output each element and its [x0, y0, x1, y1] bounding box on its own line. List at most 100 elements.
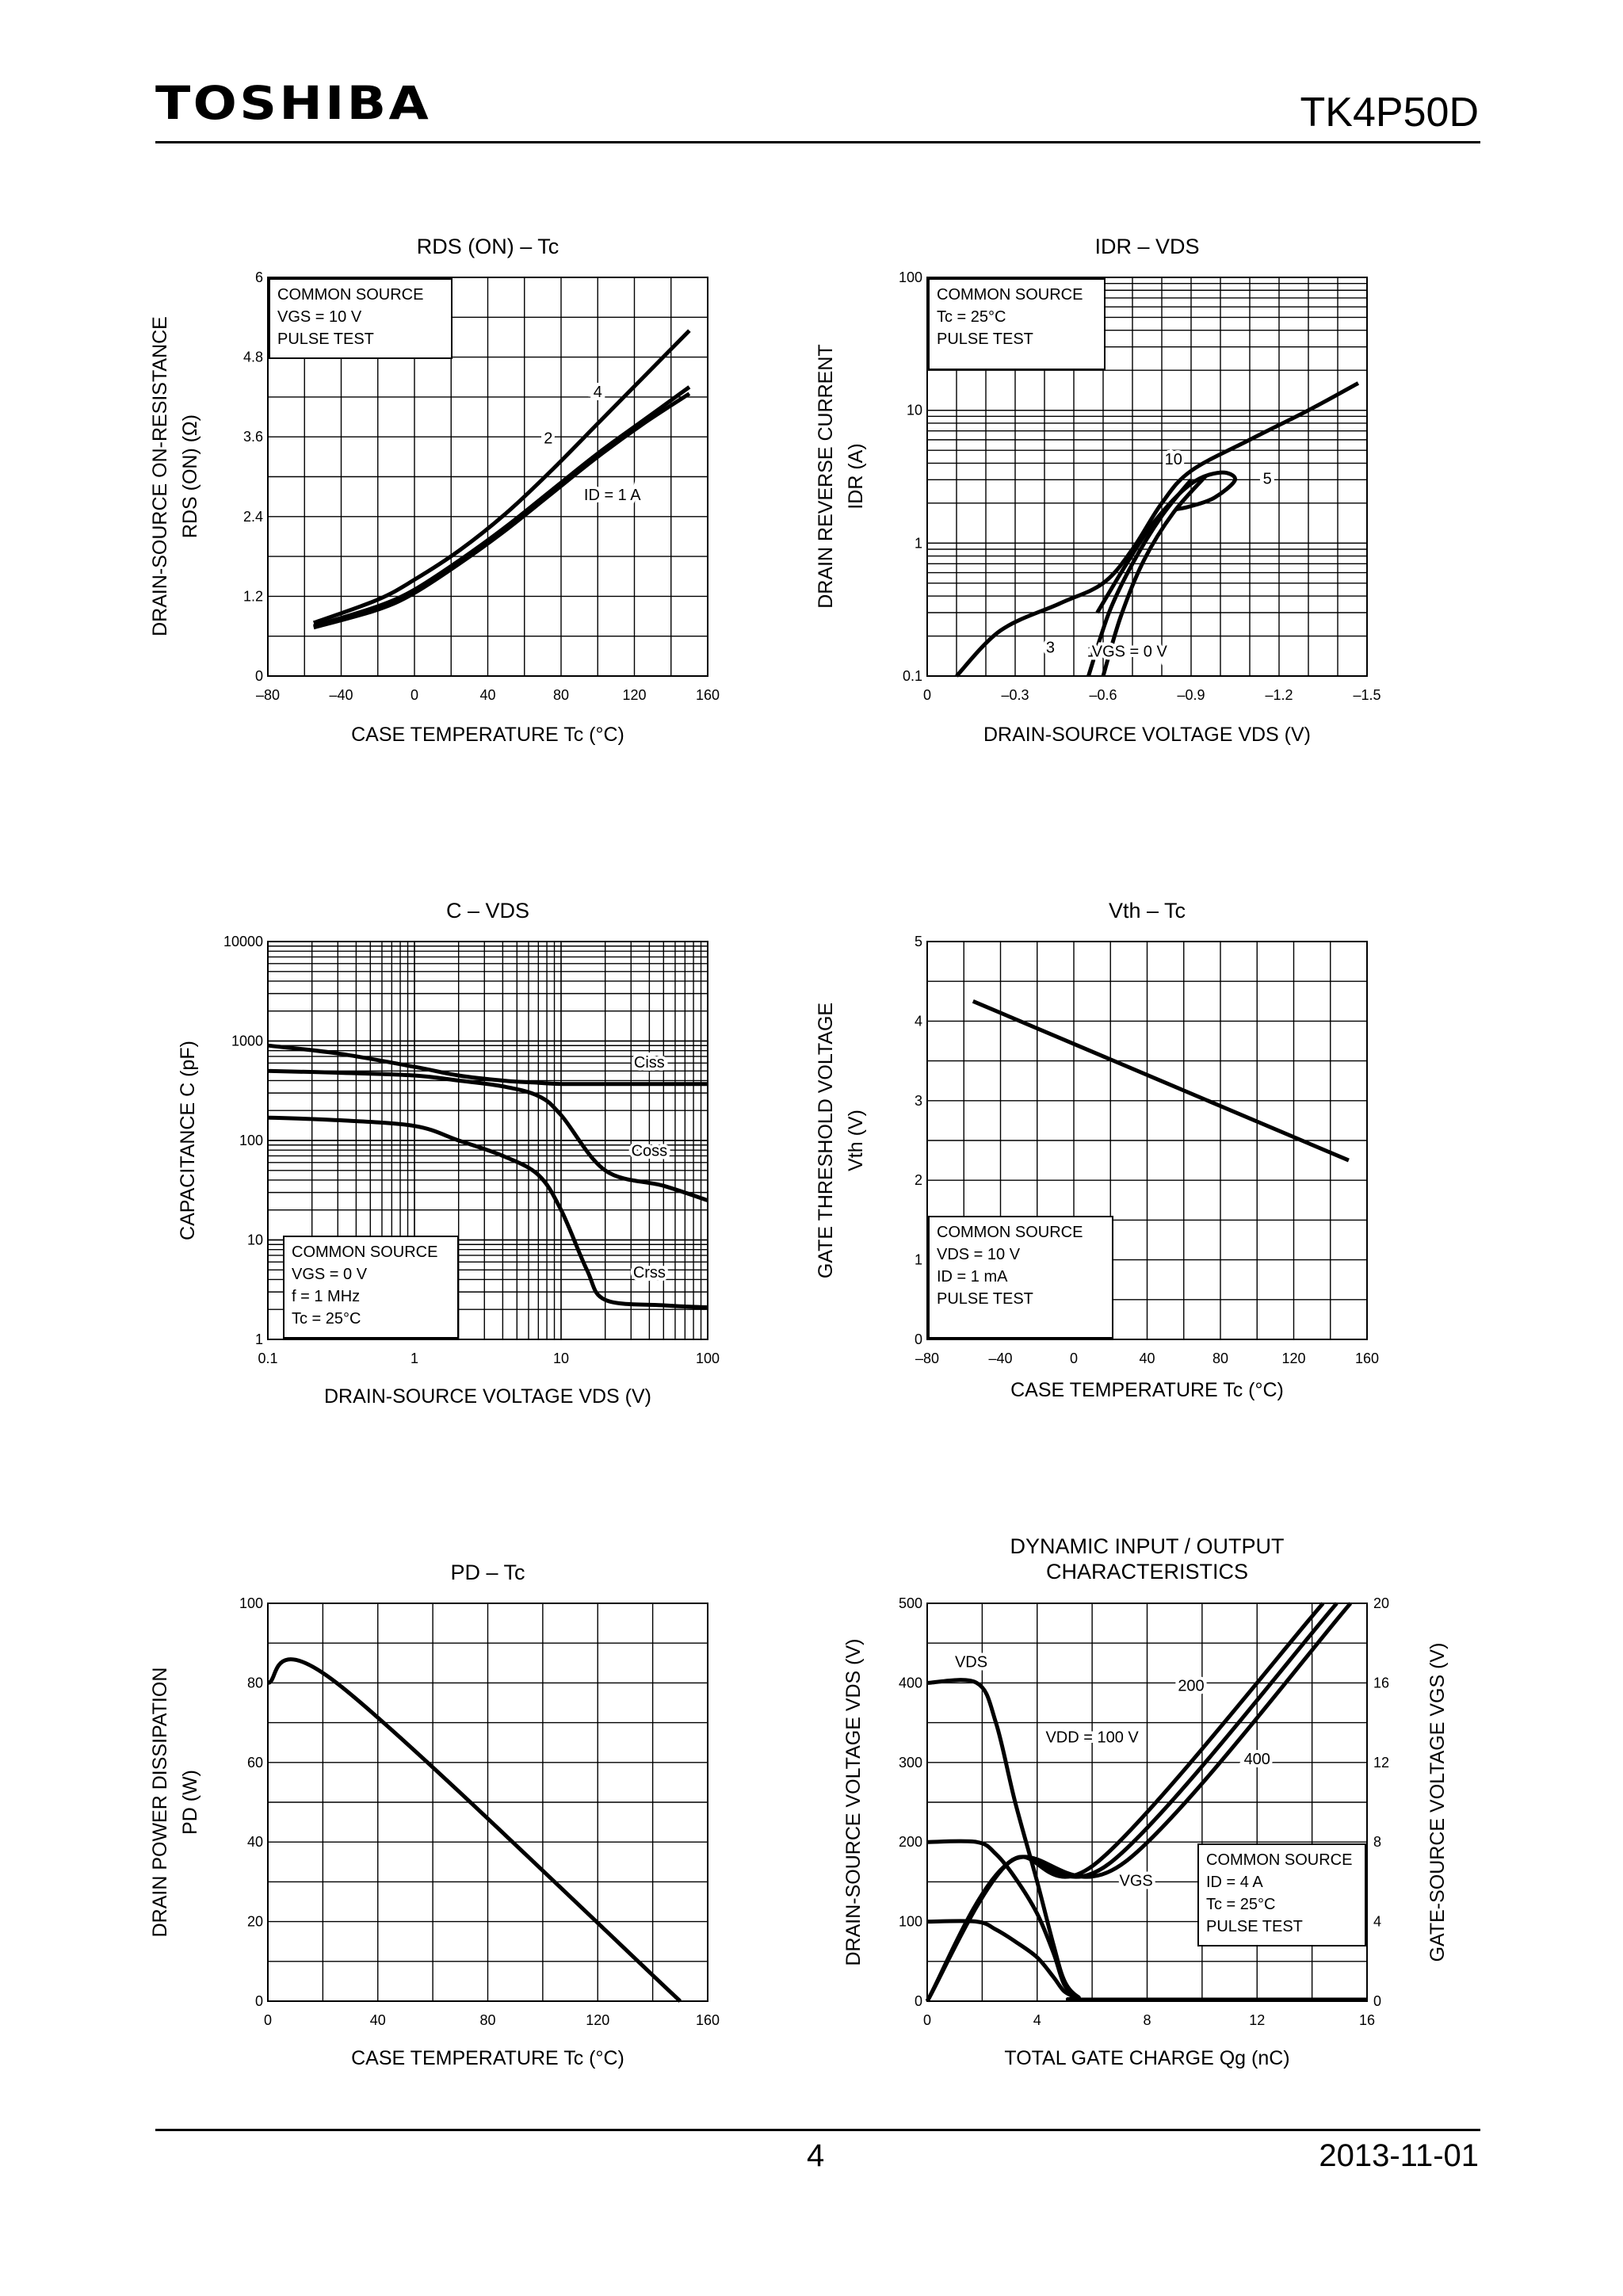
c-vds-x-tick-label: 100 — [696, 1350, 720, 1366]
pd-tc-chart: 0 40 80 120 160 0 20 40 60 80 100 PD – Tc CASE TEMPE… — [149, 1561, 720, 2069]
pd-tc-y-tick-label: 60 — [247, 1755, 263, 1771]
rds-tc-x-tick-label: 120 — [622, 687, 646, 703]
pd-tc-y-tick-label: 20 — [247, 1914, 263, 1930]
dynamic-y2-tick-label: 12 — [1373, 1755, 1389, 1771]
dynamic-series-line — [925, 1602, 1353, 2003]
rds-tc-y-tick-label: 1.2 — [243, 588, 263, 604]
dynamic-y-tick-label: 0 — [915, 1993, 922, 2009]
dynamic-x-tick-label: 8 — [1143, 2012, 1151, 2028]
part-number: TK4P50D — [1300, 90, 1479, 136]
rds-tc-chart: COMMON SOURCE VGS = 10 V PULSE TEST –80 –40 0… — [149, 235, 720, 746]
pd-tc-x-axis-label: CASE TEMPERATURE Tc (°C) — [351, 2047, 624, 2069]
vth-tc-y-tick-label: 4 — [915, 1013, 922, 1029]
dynamic-x-tick-label: 4 — [1033, 2012, 1041, 2028]
dynamic-annotation: 200 — [1178, 1677, 1204, 1694]
c-vds-annotation: Crss — [633, 1264, 666, 1282]
vth-tc-x-tick-label: 120 — [1281, 1350, 1305, 1366]
rds-tc-x-tick-label: –80 — [256, 687, 280, 703]
dynamic-y2-tick-label: 20 — [1373, 1595, 1389, 1611]
c-vds-y-tick-label: 10000 — [223, 934, 263, 949]
vth-tc-conditions-box — [928, 1216, 1113, 1339]
pd-tc-x-tick-label: 80 — [479, 2012, 495, 2028]
rds-tc-x-tick-label: 40 — [479, 687, 495, 703]
rds-tc-y-tick-label: 0 — [255, 668, 263, 684]
vth-tc-y-tick-label: 1 — [915, 1252, 922, 1268]
idr-vds-series-line — [1101, 474, 1208, 677]
vth-tc-y-tick-label: 2 — [915, 1172, 922, 1188]
idr-vds-annotation: 10 — [1165, 451, 1182, 468]
dynamic-y-tick-label: 200 — [899, 1834, 922, 1850]
pd-tc-x-tick-label: 40 — [370, 2012, 386, 2028]
c-vds-x-tick-label: 1 — [411, 1350, 418, 1366]
dynamic-y-axis-label: DRAIN-SOURCE VOLTAGE VDS (V) — [842, 1638, 865, 1966]
dynamic-title-line2: CHARACTERISTICS — [1046, 1560, 1248, 1584]
rds-tc-annotation: 2 — [544, 430, 552, 448]
vth-tc-title: Vth – Tc — [1109, 899, 1186, 923]
dynamic-x-tick-label: 0 — [923, 2012, 931, 2028]
rds-tc-plot-frame — [267, 277, 708, 677]
vth-tc-condition: ID = 1 mA — [937, 1268, 1008, 1286]
c-vds-series-line — [267, 1068, 708, 1202]
c-vds-y-tick-label: 100 — [239, 1133, 263, 1148]
idr-vds-x-tick-label: –1.5 — [1353, 687, 1381, 703]
pd-tc-y-tick-label: 0 — [255, 1993, 263, 2009]
c-vds-y-tick-label: 1 — [255, 1331, 263, 1347]
vth-tc-chart: COMMON SOURCE VDS = 10 V ID = 1 mA PULSE TE… — [815, 899, 1379, 1401]
vth-tc-x-tick-label: 80 — [1212, 1350, 1228, 1366]
dynamic-x-axis-label: TOTAL GATE CHARGE Qg (nC) — [1004, 2047, 1289, 2069]
idr-vds-condition: Tc = 25°C — [937, 308, 1006, 326]
idr-vds-y-tick-label: 0.1 — [903, 668, 922, 684]
dynamic-chart: COMMON SOURCE ID = 4 A Tc = 25°C PULSE TEST… — [842, 1534, 1449, 2069]
vth-tc-x-tick-label: –80 — [915, 1350, 939, 1366]
idr-vds-y-axis-label: DRAIN REVERSE CURRENT — [815, 344, 837, 608]
rds-tc-annotation: ID = 1 A — [584, 487, 641, 504]
dynamic-annotation: 400 — [1244, 1751, 1270, 1768]
brand-logo: TOSHIBA — [155, 76, 432, 130]
idr-vds-x-axis-label: DRAIN-SOURCE VOLTAGE VDS (V) — [983, 724, 1311, 746]
idr-vds-condition: PULSE TEST — [937, 330, 1033, 348]
dynamic-y2-tick-label: 16 — [1373, 1675, 1389, 1690]
rds-tc-condition: PULSE TEST — [277, 330, 374, 348]
c-vds-annotation: Ciss — [634, 1054, 665, 1072]
idr-vds-y-tick-label: 100 — [899, 269, 922, 285]
c-vds-y-tick-label: 1000 — [231, 1033, 263, 1049]
idr-vds-annotation: VGS = 0 V — [1092, 643, 1168, 660]
vth-tc-x-tick-label: 160 — [1355, 1350, 1379, 1366]
vth-tc-x-tick-label: 0 — [1070, 1350, 1078, 1366]
c-vds-x-tick-label: 10 — [553, 1350, 569, 1366]
header-rule — [155, 141, 1480, 143]
rds-tc-annotation: 4 — [594, 384, 602, 401]
pd-tc-x-tick-label: 0 — [264, 2012, 272, 2028]
dynamic-y2-tick-label: 8 — [1373, 1834, 1381, 1850]
idr-vds-conditions-box — [928, 278, 1106, 370]
c-vds-condition: f = 1 MHz — [292, 1288, 360, 1305]
vth-tc-condition: COMMON SOURCE — [937, 1224, 1083, 1241]
pd-tc-series-line — [267, 1657, 682, 2003]
document-date: 2013-11-01 — [1319, 2138, 1479, 2173]
idr-vds-chart: COMMON SOURCE Tc = 25°C PULSE TEST 0 –0.3 –0.… — [815, 235, 1381, 746]
rds-tc-y-tick-label: 2.4 — [243, 509, 263, 525]
rds-tc-x-tick-label: 80 — [553, 687, 569, 703]
dynamic-condition: PULSE TEST — [1206, 1918, 1303, 1935]
dynamic-y-tick-label: 300 — [899, 1755, 922, 1771]
rds-tc-y-axis-label-2: RDS (ON) (Ω) — [179, 415, 201, 538]
dynamic-y-tick-label: 400 — [899, 1675, 922, 1690]
idr-vds-x-tick-label: –1.2 — [1265, 687, 1293, 703]
pd-tc-y-axis-label: DRAIN POWER DISSIPATION — [149, 1668, 171, 1938]
vth-tc-x-tick-label: 40 — [1139, 1350, 1155, 1366]
rds-tc-series-line — [313, 392, 691, 630]
footer-rule — [155, 2129, 1480, 2131]
pd-tc-title: PD – Tc — [450, 1561, 525, 1584]
rds-tc-x-axis-label: CASE TEMPERATURE Tc (°C) — [351, 724, 624, 746]
page-number: 4 — [807, 2138, 825, 2173]
rds-tc-condition: COMMON SOURCE — [277, 286, 423, 304]
pd-tc-x-tick-label: 160 — [696, 2012, 720, 2028]
vth-tc-plot-frame — [926, 941, 1368, 1340]
dynamic-x-tick-label: 12 — [1249, 2012, 1265, 2028]
c-vds-conditions-box — [283, 1236, 459, 1339]
c-vds-x-axis-label: DRAIN-SOURCE VOLTAGE VDS (V) — [324, 1385, 651, 1408]
c-vds-series-line — [267, 1115, 708, 1310]
c-vds-condition: VGS = 0 V — [292, 1266, 368, 1283]
vth-tc-y-tick-label: 5 — [915, 934, 922, 949]
